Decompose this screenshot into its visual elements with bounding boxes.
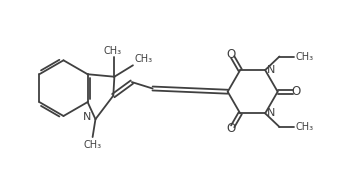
Text: O: O — [291, 85, 300, 98]
Text: O: O — [227, 48, 236, 61]
Text: CH₃: CH₃ — [134, 54, 153, 64]
Text: CH₃: CH₃ — [296, 122, 314, 132]
Text: N: N — [267, 65, 275, 75]
Text: N: N — [267, 108, 275, 118]
Text: CH₃: CH₃ — [84, 140, 102, 150]
Text: O: O — [227, 122, 236, 135]
Text: CH₃: CH₃ — [103, 46, 122, 56]
Text: N: N — [83, 112, 91, 122]
Text: CH₃: CH₃ — [296, 51, 314, 62]
